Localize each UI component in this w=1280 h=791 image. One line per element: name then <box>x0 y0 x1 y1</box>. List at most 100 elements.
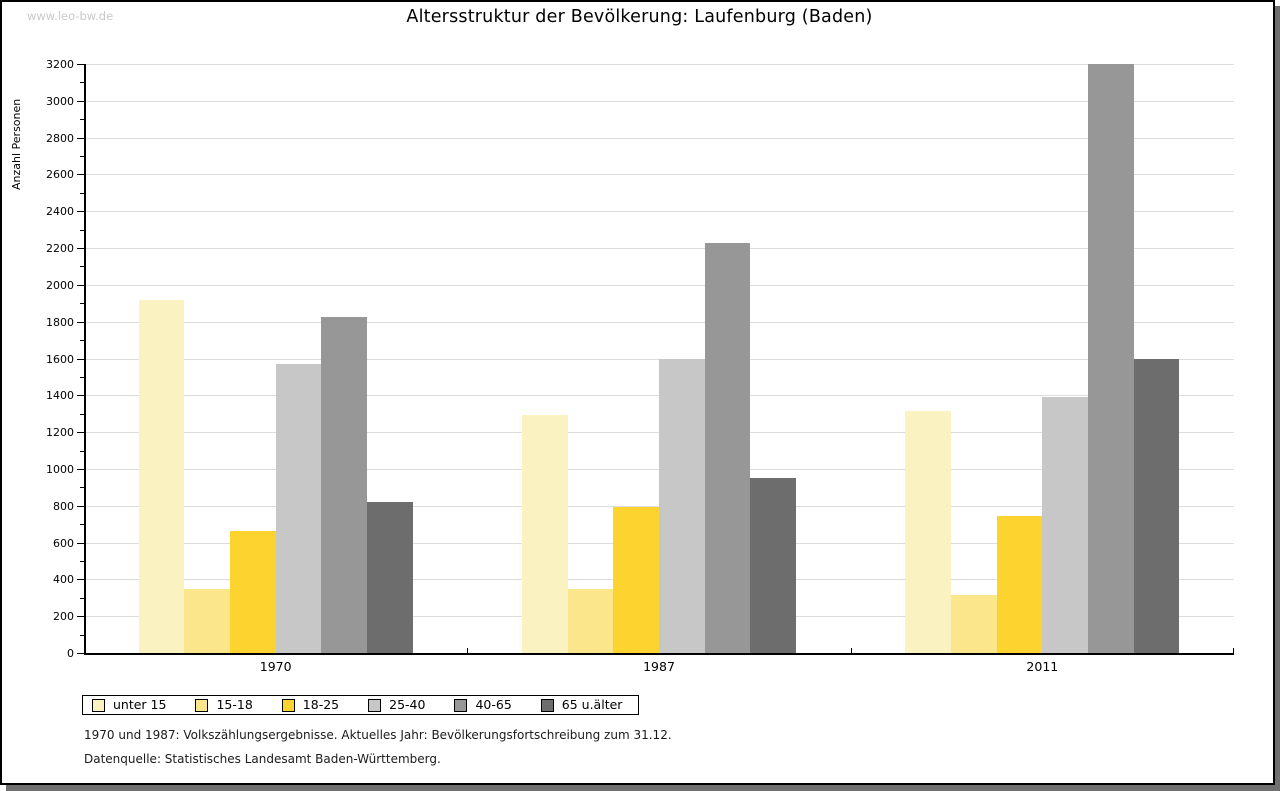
y-minor-tick-2100 <box>80 266 84 268</box>
bar-2011-15-18 <box>950 595 997 653</box>
gridline-1800 <box>86 321 1234 323</box>
legend-item-unter-15: unter 15 <box>92 698 166 712</box>
gridline-2200 <box>86 248 1234 250</box>
y-tick-label-3000: 3000 <box>46 94 74 108</box>
legend-swatch-icon <box>540 698 554 712</box>
gridline-2000 <box>86 284 1234 286</box>
legend-swatch-icon <box>195 698 209 712</box>
footnote-line-2: Datenquelle: Statistisches Landesamt Bad… <box>84 752 441 766</box>
y-tick-label-2600: 2600 <box>46 168 74 182</box>
y-tick-1600 <box>77 358 84 360</box>
x-group-tick-3 <box>1233 648 1234 653</box>
y-minor-tick-2300 <box>80 229 84 231</box>
legend-swatch-icon <box>92 698 105 712</box>
bar-1987-15-18 <box>567 588 614 653</box>
y-tick-label-1600: 1600 <box>46 352 74 366</box>
y-tick-600 <box>77 542 84 544</box>
y-tick-1000 <box>77 468 84 470</box>
y-minor-tick-900 <box>80 487 84 489</box>
y-minor-tick-1700 <box>80 340 84 342</box>
legend-label: 65 u.älter <box>561 697 623 712</box>
bar-1987-unter-15 <box>521 414 568 653</box>
y-tick-label-600: 600 <box>53 536 74 550</box>
x-axis-label-1987: 1987 <box>643 659 675 674</box>
y-tick-label-0: 0 <box>67 647 74 660</box>
y-tick-label-400: 400 <box>53 573 74 587</box>
y-tick-label-2200: 2200 <box>46 242 74 256</box>
bar-1987-25-40 <box>659 358 705 653</box>
legend-label: unter 15 <box>113 697 167 712</box>
page-shadow-bottom <box>6 785 1280 791</box>
gridline-2800 <box>86 137 1234 139</box>
gridline-3000 <box>86 100 1234 102</box>
bar-1970-18-25 <box>229 530 276 653</box>
y-tick-2200 <box>77 248 84 250</box>
y-minor-tick-3100 <box>80 82 84 84</box>
y-minor-tick-300 <box>80 597 84 599</box>
x-group-tick-1 <box>467 648 469 653</box>
y-minor-tick-100 <box>80 634 84 636</box>
x-axis-line <box>84 653 1234 655</box>
x-axis-label-2011: 2011 <box>1026 659 1059 674</box>
y-tick-label-1000: 1000 <box>46 462 74 476</box>
legend-label: 25-40 <box>389 697 426 712</box>
y-tick-200 <box>77 616 84 618</box>
y-minor-tick-2900 <box>80 119 84 121</box>
y-tick-1800 <box>77 321 84 323</box>
y-tick-label-1400: 1400 <box>46 389 74 403</box>
legend-item-15-18: 15-18 <box>195 697 253 712</box>
bar-2011-40-65 <box>1088 64 1134 653</box>
y-tick-800 <box>77 505 84 507</box>
gridline-2600 <box>86 174 1234 176</box>
y-axis-title: Anzahl Personen <box>10 98 23 190</box>
y-tick-1400 <box>77 395 84 397</box>
y-tick-2800 <box>77 137 84 139</box>
legend-item-25-40: 25-40 <box>368 698 425 712</box>
y-tick-label-2800: 2800 <box>46 131 74 145</box>
bar-1987-18-25 <box>613 506 659 653</box>
legend-label: 40-65 <box>475 697 512 712</box>
bar-2011-65-u.älter <box>1133 358 1180 653</box>
y-tick-3200 <box>77 64 84 65</box>
y-tick-label-200: 200 <box>53 610 74 624</box>
y-tick-2400 <box>77 211 84 213</box>
bar-1987-65-u.älter <box>750 478 797 653</box>
y-axis-line <box>84 64 86 655</box>
y-minor-tick-1900 <box>80 303 84 305</box>
y-minor-tick-2700 <box>80 156 84 158</box>
x-group-tick-2 <box>850 648 852 653</box>
y-minor-tick-2500 <box>80 192 84 194</box>
legend-item-65-u.älter: 65 u.älter <box>540 697 623 712</box>
bar-1970-25-40 <box>275 364 322 653</box>
y-tick-label-800: 800 <box>53 499 74 513</box>
y-minor-tick-1100 <box>80 450 84 452</box>
gridline-3200 <box>86 64 1234 65</box>
legend-swatch-icon <box>281 698 295 712</box>
chart-title: Altersstruktur der Bevölkerung: Laufenbu… <box>406 7 873 27</box>
bar-1970-unter-15 <box>138 299 185 653</box>
y-tick-2000 <box>77 284 84 286</box>
y-tick-label-1200: 1200 <box>46 426 74 440</box>
legend-label: 15-18 <box>216 697 253 712</box>
bar-2011-unter-15 <box>905 410 951 653</box>
watermark: www.leo-bw.de <box>27 9 114 23</box>
bar-1987-40-65 <box>704 242 751 653</box>
y-tick-400 <box>77 579 84 581</box>
y-tick-1200 <box>77 432 84 434</box>
gridline-2400 <box>86 211 1234 213</box>
bar-2011-18-25 <box>996 515 1043 653</box>
legend-item-18-25: 18-25 <box>281 697 340 712</box>
y-tick-2600 <box>77 174 84 176</box>
y-minor-tick-500 <box>80 560 84 562</box>
legend-swatch-icon <box>368 698 382 712</box>
y-tick-label-2000: 2000 <box>46 278 74 292</box>
bar-1970-15-18 <box>184 588 230 653</box>
bar-1970-65-u.älter <box>367 502 413 653</box>
y-minor-tick-1500 <box>80 376 84 378</box>
y-tick-label-1800: 1800 <box>46 315 74 329</box>
x-axis-label-1970: 1970 <box>259 659 292 674</box>
legend-label: 18-25 <box>302 697 340 712</box>
y-tick-label-2400: 2400 <box>46 205 74 219</box>
y-tick-label-3200: 3200 <box>46 58 74 71</box>
